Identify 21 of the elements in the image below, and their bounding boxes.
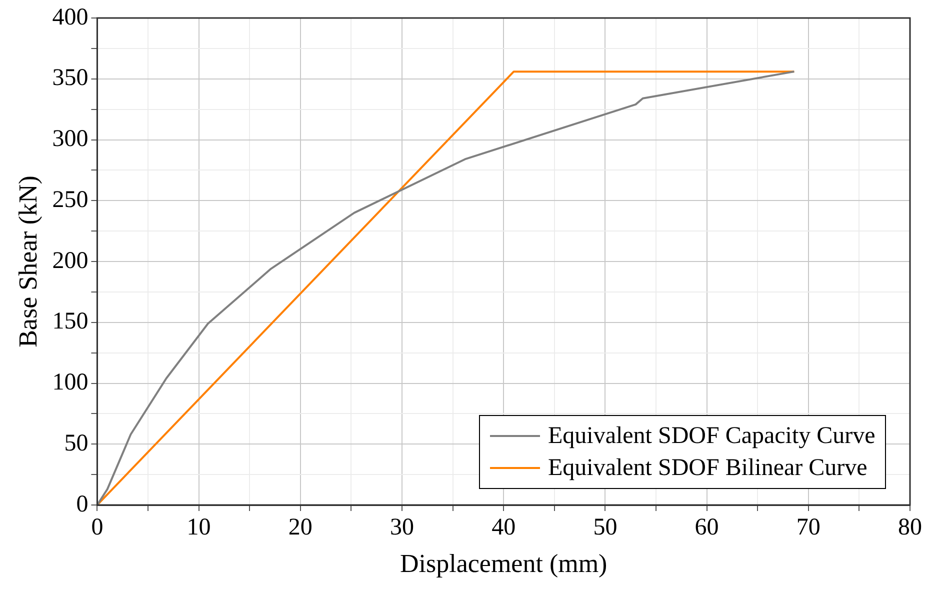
y-tick-label: 300 bbox=[52, 126, 88, 152]
y-tick-label: 400 bbox=[52, 4, 88, 30]
x-tick-label: 60 bbox=[694, 514, 719, 541]
x-tick-label: 20 bbox=[288, 514, 312, 541]
y-tick-label: 200 bbox=[52, 248, 88, 274]
y-tick-label: 350 bbox=[52, 65, 88, 92]
y-tick-label: 100 bbox=[52, 370, 88, 396]
legend-label: Equivalent SDOF Bilinear Curve bbox=[548, 454, 868, 482]
x-tick-label: 40 bbox=[492, 514, 516, 541]
y-tick-label: 150 bbox=[52, 308, 88, 335]
x-tick-label: 10 bbox=[186, 514, 211, 541]
legend-label: Equivalent SDOF Capacity Curve bbox=[548, 422, 876, 450]
y-tick-label: 50 bbox=[64, 430, 88, 456]
y-tick-label: 250 bbox=[52, 186, 88, 213]
x-axis-title: Displacement (mm) bbox=[400, 549, 608, 578]
y-axis-title: Base Shear (kN) bbox=[13, 176, 42, 348]
x-tick-label: 70 bbox=[796, 514, 820, 541]
y-tick-label: 0 bbox=[76, 491, 88, 518]
x-tick-label: 50 bbox=[593, 514, 618, 541]
x-tick-label: 80 bbox=[898, 514, 922, 541]
x-tick-label: 30 bbox=[390, 514, 414, 541]
